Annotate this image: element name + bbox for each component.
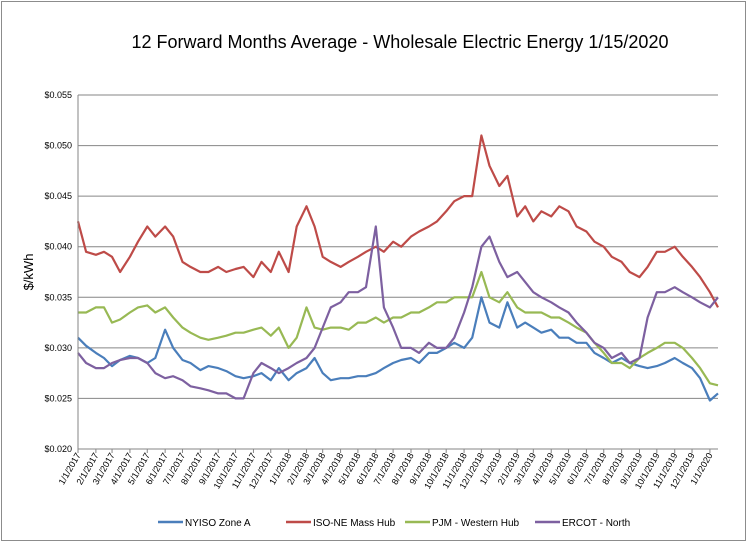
y-tick-label: $0.035 xyxy=(44,292,72,302)
series-line xyxy=(77,296,719,402)
y-tick-label: $0.055 xyxy=(44,90,72,100)
y-tick-label: $0.020 xyxy=(44,444,72,454)
chart-title: 12 Forward Months Average - Wholesale El… xyxy=(132,32,669,52)
series-lines xyxy=(76,134,719,402)
y-tick-label: $0.025 xyxy=(44,393,72,403)
legend: NYISO Zone A ISO-NE Mass Hub PJM - Western… xyxy=(158,518,630,529)
y-tick-label: $0.045 xyxy=(44,191,72,201)
gridlines xyxy=(78,94,718,399)
y-tick-label: $0.030 xyxy=(44,343,72,353)
series-line xyxy=(78,270,719,387)
y-axis-title: $/kWh xyxy=(21,254,36,291)
series-line xyxy=(76,134,719,308)
y-axis-ticks: $0.020 $0.025 $0.030 $0.035 $0.040 $0.045 $0.0… xyxy=(44,90,72,454)
legend-label: PJM - Western Hub xyxy=(432,518,519,529)
y-tick-label: $0.050 xyxy=(44,141,72,151)
y-tick-label: $0.040 xyxy=(44,242,72,252)
legend-label: ISO-NE Mass Hub xyxy=(313,518,396,529)
legend-label: ERCOT - North xyxy=(562,518,630,529)
series-line xyxy=(77,225,719,400)
legend-label: NYISO Zone A xyxy=(185,518,251,529)
x-axis-ticks: 1/1/20172/1/20173/1/20174/1/20175/1/2017… xyxy=(57,449,715,491)
